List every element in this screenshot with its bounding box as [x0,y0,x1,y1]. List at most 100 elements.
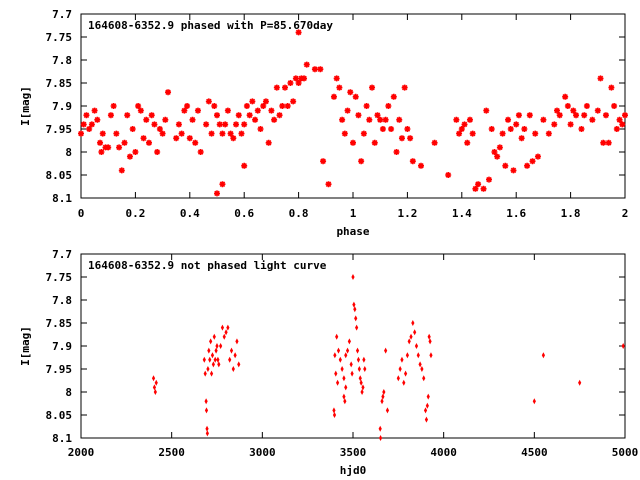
data-point [429,352,433,359]
data-point [175,121,182,128]
data-point [420,366,424,372]
data-point [99,130,106,137]
data-point [411,320,415,326]
data-point [611,103,618,109]
data-point [524,162,531,169]
data-point [621,343,625,349]
data-point [358,158,365,165]
data-point [173,135,180,142]
data-point [352,93,359,100]
x-tick-label: 0 [78,207,85,220]
data-point [110,103,117,109]
data-point [211,103,218,109]
data-point [456,130,463,137]
data-point [184,103,191,109]
data-point [423,407,428,414]
data-point [214,190,220,197]
data-point [356,356,361,363]
data-point [279,103,286,109]
data-point [619,121,626,128]
x-tick-label: 1.2 [397,207,417,220]
data-point [333,75,340,82]
data-point [578,379,582,386]
data-point [335,333,339,340]
data-point [393,149,400,155]
data-point [265,139,272,146]
data-point [371,139,378,146]
x-tick-label: 3500 [340,446,367,459]
data-point [380,398,384,405]
data-point [398,366,402,372]
data-point [353,306,357,313]
data-point [366,116,373,123]
data-point [345,347,350,354]
data-point [461,121,468,128]
data-point [204,398,208,405]
data-point [475,181,482,188]
data-point [431,139,438,146]
data-point [233,352,237,359]
data-point [556,112,563,119]
data-point [350,370,354,377]
data-point [224,329,228,336]
y-tick-label: 7.75 [46,271,73,284]
data-point [534,153,541,160]
data-point [499,130,506,137]
x-tick-label: 0.2 [125,207,145,220]
data-point [613,126,620,132]
y-tick-label: 7.95 [46,123,73,136]
data-point [513,121,520,128]
data-point [273,84,280,91]
y-tick-label: 7.8 [52,294,72,307]
data-point [616,116,623,123]
data-point [243,103,250,109]
data-point [126,153,133,160]
y-tick-label: 8 [65,146,72,159]
y-tick-label: 7.8 [52,54,72,67]
data-point [252,116,259,123]
data-point [518,135,525,142]
data-point [219,181,226,188]
data-point [208,356,212,363]
data-point [325,181,332,188]
data-point [583,103,590,109]
data-point [496,144,503,151]
data-point [249,98,256,105]
data-point [320,158,327,165]
data-point [311,66,318,73]
data-point [181,107,188,114]
data-point [378,435,383,441]
data-point [229,347,234,354]
data-point [230,135,237,142]
data-point [339,116,346,123]
data-point [140,135,147,142]
data-point [204,407,209,414]
data-point [214,112,220,119]
data-point [317,66,324,73]
data-point [222,121,229,128]
data-point [94,116,101,123]
data-point [354,315,358,322]
data-point [355,347,360,354]
unphased-light-curve-panel: 2000 2500 3000 3500 4000 4500 5000 7.7 7.75 7.8 7.… [19,248,638,477]
data-point [403,370,408,377]
data-point [97,139,104,146]
data-point [135,103,142,109]
data-point [377,116,384,123]
data-point [413,329,417,336]
data-point [222,333,226,340]
data-point [338,356,342,363]
data-point [216,356,220,363]
data-point [213,356,217,363]
data-point [340,366,344,372]
data-point [189,116,196,123]
data-point [203,370,207,377]
data-point [396,116,403,123]
x-tick-label: 2500 [158,446,185,459]
data-point [343,398,347,405]
data-point [363,103,370,109]
data-point [330,93,337,100]
data-point [573,112,580,119]
data-point [398,135,405,142]
data-point [241,121,248,128]
